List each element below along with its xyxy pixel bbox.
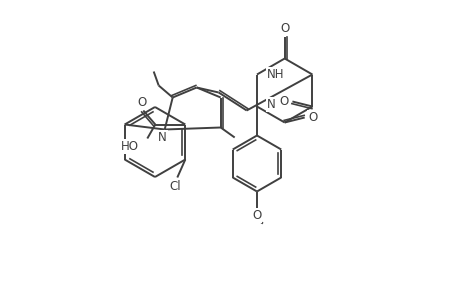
Text: O: O xyxy=(308,111,317,124)
Text: O: O xyxy=(280,22,289,35)
Text: HO: HO xyxy=(121,140,139,153)
Text: Cl: Cl xyxy=(169,180,181,193)
Text: N: N xyxy=(266,98,275,111)
Text: N: N xyxy=(158,131,167,144)
Text: O: O xyxy=(137,96,146,109)
Text: O: O xyxy=(279,95,288,108)
Text: NH: NH xyxy=(266,68,284,81)
Text: O: O xyxy=(252,209,261,222)
